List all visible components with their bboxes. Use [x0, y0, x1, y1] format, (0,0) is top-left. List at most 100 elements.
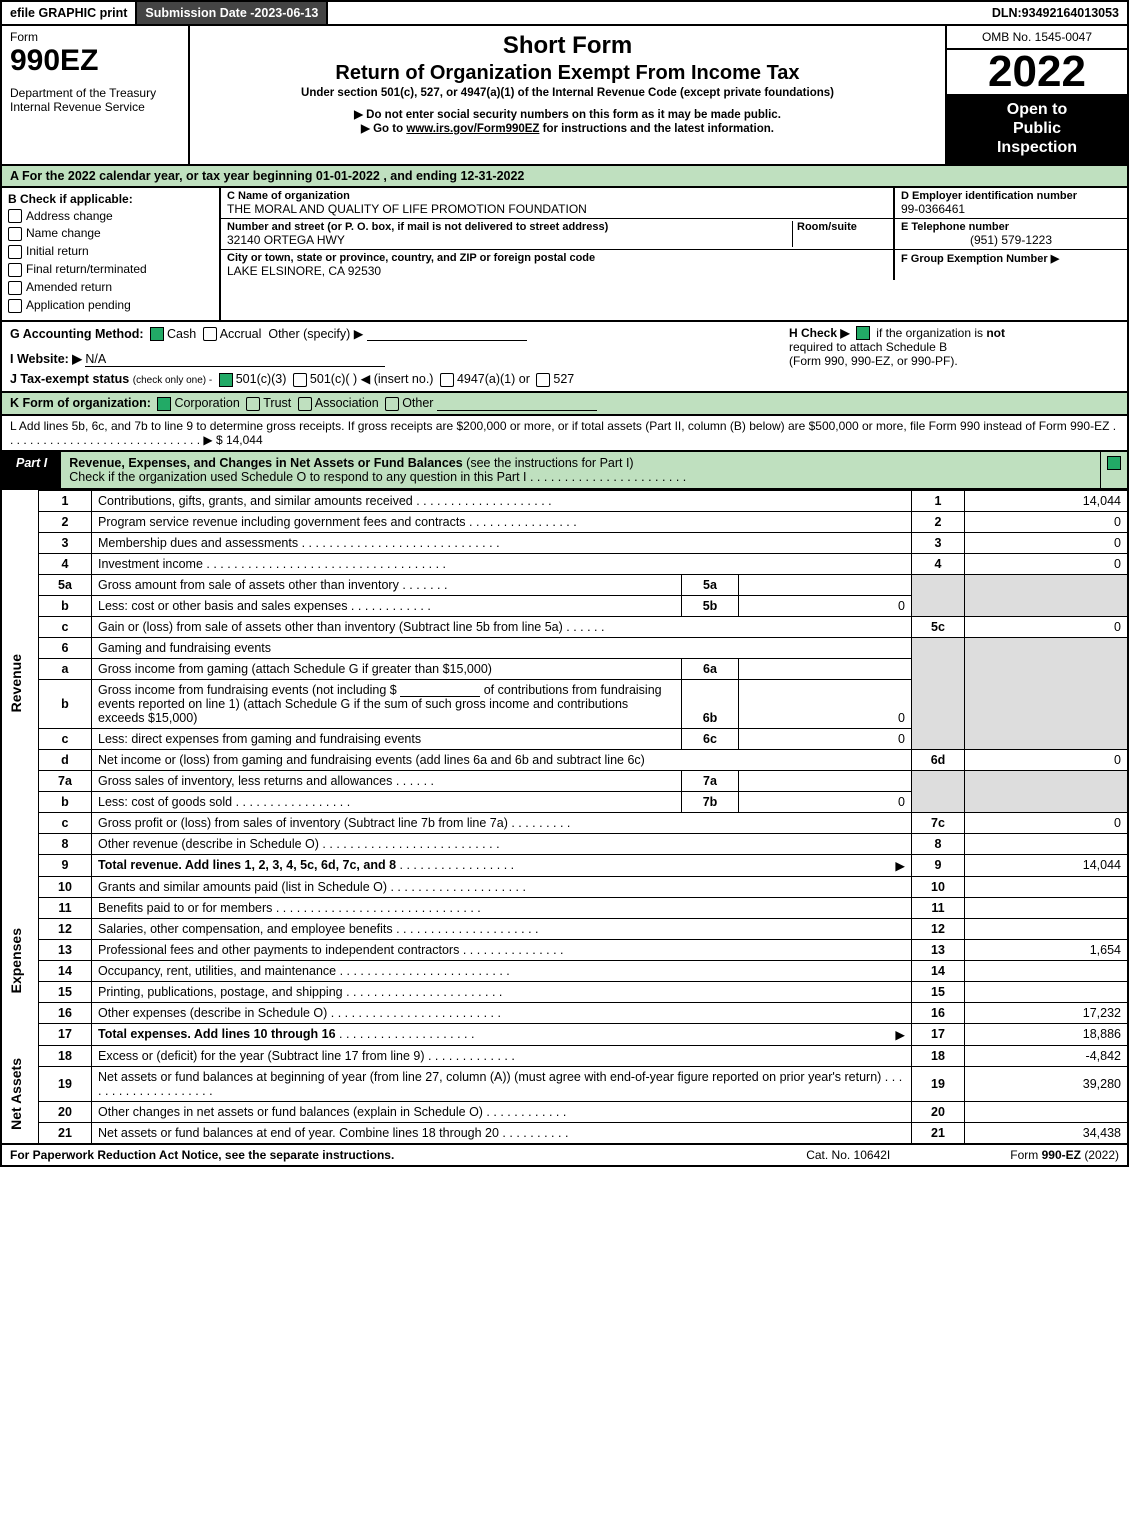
checkbox-initial-return[interactable] [8, 245, 22, 259]
form-header: Form 990EZ Department of the Treasury In… [0, 26, 1129, 166]
checkbox-501c[interactable] [293, 373, 307, 387]
footer-paperwork: For Paperwork Reduction Act Notice, see … [10, 1148, 806, 1162]
checkbox-4947[interactable] [440, 373, 454, 387]
title-short-form: Short Form [198, 32, 937, 60]
val-1: 14,044 [965, 490, 1129, 511]
val-17: 18,886 [965, 1023, 1129, 1045]
val-3: 0 [965, 532, 1129, 553]
val-19: 39,280 [965, 1066, 1129, 1101]
section-c: C Name of organization THE MORAL AND QUA… [221, 188, 1127, 320]
side-revenue: Revenue [8, 654, 24, 712]
section-l: L Add lines 5b, 6c, and 7b to line 9 to … [0, 416, 1129, 452]
checkbox-assoc[interactable] [298, 397, 312, 411]
val-5a [739, 574, 912, 595]
checkbox-part1-scheduleo[interactable] [1107, 456, 1121, 470]
val-12 [965, 918, 1129, 939]
val-6c: 0 [739, 728, 912, 749]
val-18: -4,842 [965, 1045, 1129, 1066]
submission-date: Submission Date - 2023-06-13 [137, 2, 328, 24]
d-ein-label: D Employer identification number [901, 190, 1121, 202]
section-j: J Tax-exempt status (check only one) - 5… [10, 371, 1119, 387]
ein-value: 99-0366461 [901, 202, 1121, 216]
val-15 [965, 981, 1129, 1002]
other-org-blank [437, 410, 597, 411]
val-6a [739, 658, 912, 679]
efile-label: efile GRAPHIC print [2, 2, 137, 24]
subtitle: Under section 501(c), 527, or 4947(a)(1)… [198, 87, 937, 99]
f-group-label: F Group Exemption Number ▶ [901, 252, 1121, 265]
section-b: B Check if applicable: Address change Na… [2, 188, 221, 320]
note-link: ▶ Go to www.irs.gov/Form990EZ for instru… [198, 121, 937, 135]
val-20 [965, 1101, 1129, 1122]
gross-receipts-value: 14,044 [226, 433, 263, 447]
e-phone-label: E Telephone number [901, 221, 1121, 233]
val-8 [965, 833, 1129, 854]
section-h: H Check ▶ if the organization is not req… [789, 326, 1119, 369]
open-to-public: Open to Public Inspection [947, 94, 1127, 164]
irs-label: Internal Revenue Service [10, 100, 180, 114]
part1-title: Revenue, Expenses, and Changes in Net As… [61, 452, 1100, 488]
street-value: 32140 ORTEGA HWY [227, 233, 792, 247]
header-left: Form 990EZ Department of the Treasury In… [2, 26, 190, 164]
checkbox-name-change[interactable] [8, 227, 22, 241]
section-a: A For the 2022 calendar year, or tax yea… [0, 166, 1129, 188]
section-bcdef: B Check if applicable: Address change Na… [0, 188, 1129, 322]
val-6b: 0 [739, 679, 912, 728]
checkbox-trust[interactable] [246, 397, 260, 411]
note-ssn: ▶ Do not enter social security numbers o… [198, 107, 937, 121]
checkbox-other-org[interactable] [385, 397, 399, 411]
other-specify-blank [367, 340, 527, 341]
checkbox-amended-return[interactable] [8, 281, 22, 295]
tax-year: 2022 [947, 50, 1127, 94]
page-footer: For Paperwork Reduction Act Notice, see … [0, 1145, 1129, 1167]
section-k: K Form of organization: Corporation Trus… [0, 393, 1129, 416]
val-5b: 0 [739, 595, 912, 616]
val-7c: 0 [965, 812, 1129, 833]
c-street-label: Number and street (or P. O. box, if mail… [227, 221, 792, 233]
irs-link[interactable]: www.irs.gov/Form990EZ [406, 123, 539, 135]
lines-table: Revenue 1 Contributions, gifts, grants, … [0, 490, 1129, 1145]
header-center: Short Form Return of Organization Exempt… [190, 26, 947, 164]
val-11 [965, 897, 1129, 918]
val-7b: 0 [739, 791, 912, 812]
checkbox-accrual[interactable] [203, 327, 217, 341]
checkbox-corp[interactable] [157, 397, 171, 411]
header-right: OMB No. 1545-0047 2022 Open to Public In… [947, 26, 1127, 164]
checkbox-527[interactable] [536, 373, 550, 387]
checkbox-address-change[interactable] [8, 209, 22, 223]
footer-catno: Cat. No. 10642I [806, 1148, 890, 1162]
checkbox-h[interactable] [856, 326, 870, 340]
val-21: 34,438 [965, 1122, 1129, 1144]
side-expenses: Expenses [8, 928, 24, 993]
val-9: 14,044 [965, 854, 1129, 876]
part1-badge: Part I [2, 452, 61, 488]
checkbox-final-return[interactable] [8, 263, 22, 277]
org-name: THE MORAL AND QUALITY OF LIFE PROMOTION … [227, 202, 887, 216]
room-label: Room/suite [797, 221, 887, 233]
val-16: 17,232 [965, 1002, 1129, 1023]
val-2: 0 [965, 511, 1129, 532]
dept-label: Department of the Treasury [10, 86, 180, 100]
val-14 [965, 960, 1129, 981]
checkbox-501c3[interactable] [219, 373, 233, 387]
val-6d: 0 [965, 749, 1129, 770]
form-label: Form [10, 30, 180, 44]
checkbox-application-pending[interactable] [8, 299, 22, 313]
c-name-label: C Name of organization [227, 190, 887, 202]
val-13: 1,654 [965, 939, 1129, 960]
city-value: LAKE ELSINORE, CA 92530 [227, 264, 887, 278]
phone-value: (951) 579-1223 [901, 233, 1121, 247]
val-7a [739, 770, 912, 791]
val-10 [965, 876, 1129, 897]
title-return: Return of Organization Exempt From Incom… [198, 62, 937, 85]
side-netassets: Net Assets [8, 1058, 24, 1130]
footer-form: Form 990-EZ (2022) [1010, 1148, 1119, 1162]
c-city-label: City or town, state or province, country… [227, 252, 887, 264]
part1-header: Part I Revenue, Expenses, and Changes in… [0, 452, 1129, 490]
section-ghij: H Check ▶ if the organization is not req… [0, 322, 1129, 393]
dln: DLN: 93492164013053 [984, 2, 1127, 24]
section-b-title: B Check if applicable: [8, 192, 213, 206]
form-number: 990EZ [10, 44, 180, 78]
checkbox-cash[interactable] [150, 327, 164, 341]
val-5c: 0 [965, 616, 1129, 637]
